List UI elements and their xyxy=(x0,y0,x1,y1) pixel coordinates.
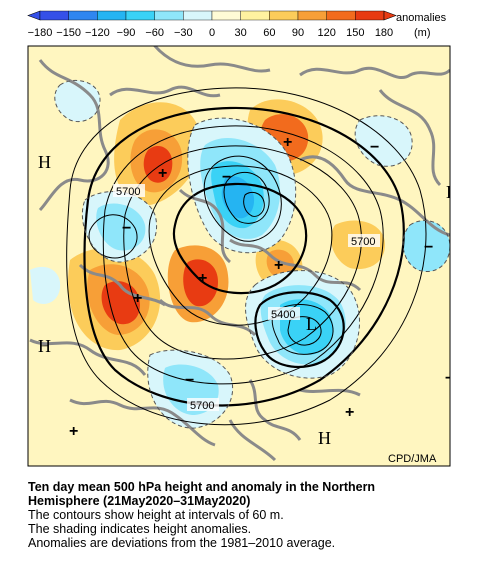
low-label: L xyxy=(306,314,317,334)
contour-label-5400: 5400 xyxy=(271,309,295,321)
colorbar-segments xyxy=(27,10,397,21)
anomaly-colorbar: −180 −150 −120 −90 −60 −30 0 30 60 90 120 150 180 an… xyxy=(27,10,447,39)
credit-label: CPD/JMA xyxy=(388,453,437,465)
plus-marker: + xyxy=(133,290,142,307)
colorbar-tick-label: −30 xyxy=(174,27,193,39)
caption-title-line2: Hemisphere (21May2020–31May2020) xyxy=(28,494,251,508)
colorbar-tick-label: 150 xyxy=(346,27,364,39)
colorbar-tick-label: 180 xyxy=(375,27,393,39)
minus-marker: − xyxy=(370,139,379,156)
colorbar-unit-line1: anomalies xyxy=(396,12,447,24)
minus-marker: − xyxy=(424,239,433,256)
colorbar-tick-label: −60 xyxy=(145,27,164,39)
zero-anomaly-dashed-lines xyxy=(54,80,450,429)
contour-label-5700-south: 5700 xyxy=(190,400,214,412)
plus-marker: + xyxy=(283,134,292,151)
minus-marker: − xyxy=(122,220,131,237)
colorbar-tick-label: 0 xyxy=(209,27,215,39)
colorbar-unit-line2: (m) xyxy=(414,27,431,39)
minus-marker: − xyxy=(445,370,454,387)
colorbar-tick-label: −90 xyxy=(117,27,136,39)
contour-label-5700-east: 5700 xyxy=(351,236,375,248)
caption-shading-note: The shading indicates height anomalies. xyxy=(28,522,252,536)
figure-caption: Ten day mean 500 hPa height and anomaly … xyxy=(28,480,468,550)
high-label-east: H xyxy=(446,182,459,202)
caption-title-line1: Ten day mean 500 hPa height and anomaly … xyxy=(28,480,376,494)
plus-marker: + xyxy=(69,423,78,440)
colorbar-tick-label: −150 xyxy=(56,27,81,39)
high-label-west: H xyxy=(38,152,51,172)
colorbar-max-arrow xyxy=(383,10,397,21)
colorbar-tick-label: −120 xyxy=(85,27,110,39)
pressure-centers: H H H H L xyxy=(38,152,459,448)
hemisphere-map: H H H H L + + + + + + + − − − − − − 5700 xyxy=(27,45,459,467)
contour-label-5700-nw: 5700 xyxy=(116,186,140,198)
colorbar-tick-label: 30 xyxy=(235,27,247,39)
plus-marker: + xyxy=(345,404,354,421)
height-contours xyxy=(66,87,427,426)
anomaly-markers: + + + + + + + − − − − − − xyxy=(69,134,454,440)
plus-marker: + xyxy=(274,257,283,274)
caption-anomaly-note: Anomalies are deviations from the 1981–2… xyxy=(28,536,336,550)
caption-contour-note: The contours show height at intervals of… xyxy=(28,508,284,522)
plus-marker: + xyxy=(158,165,167,182)
colorbar-tick-label: −180 xyxy=(28,27,53,39)
minus-marker: − xyxy=(185,372,194,389)
map-frame xyxy=(27,45,451,467)
contour-value-labels: 5700 5700 5400 5700 xyxy=(113,184,380,412)
colorbar-tick-label: 60 xyxy=(263,27,275,39)
colorbar-ticks: −180 −150 −120 −90 −60 −30 0 30 60 90 120 150 180 xyxy=(28,27,394,39)
colorbar-tick-label: 90 xyxy=(292,27,304,39)
minus-marker: − xyxy=(222,169,231,186)
high-label-west-lower: H xyxy=(38,336,51,356)
high-label-south: H xyxy=(318,428,331,448)
plus-marker: + xyxy=(198,270,207,287)
colorbar-tick-label: 120 xyxy=(317,27,335,39)
